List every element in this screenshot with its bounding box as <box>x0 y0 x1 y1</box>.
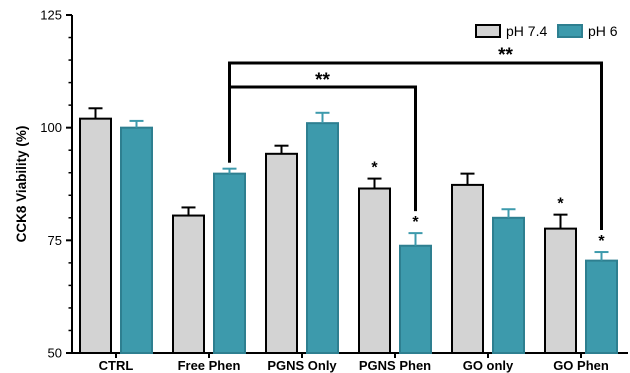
bar-ph74 <box>451 183 484 354</box>
bracket-significance-label: ** <box>498 45 513 66</box>
x-category-label: PGNS Only <box>267 358 337 373</box>
legend-swatch <box>475 24 501 38</box>
x-category-label: GO only <box>463 358 514 373</box>
axes: 50 75 100 125 CTRL Free Phen PGNS Only PGNS Phe… <box>40 8 628 373</box>
x-category-label: CTRL <box>99 358 134 373</box>
bar-ph74 <box>358 187 391 354</box>
bar-ph6 <box>399 244 432 354</box>
bar-ph6 <box>306 122 339 354</box>
bracket-significance-label: ** <box>315 70 330 91</box>
y-tick-label: 100 <box>40 120 62 135</box>
bars <box>79 117 618 355</box>
x-category-label: Free Phen <box>178 358 241 373</box>
bar-ph74 <box>172 214 205 354</box>
legend: pH 7.4 pH 6 <box>475 23 618 39</box>
x-category-label: PGNS Phen <box>359 358 431 373</box>
significance-star: * <box>598 233 605 250</box>
x-category-label: GO Phen <box>553 358 609 373</box>
y-tick-label: 50 <box>48 346 62 361</box>
bar-ph6 <box>492 216 525 354</box>
significance-stars: * * * * <box>371 160 605 250</box>
significance-star: * <box>412 214 419 231</box>
legend-label: pH 6 <box>588 23 618 39</box>
significance-brackets: **** <box>228 45 603 231</box>
bar-ph6 <box>213 172 246 354</box>
significance-star: * <box>557 196 564 213</box>
error-bars <box>88 107 609 261</box>
legend-label: pH 7.4 <box>506 23 547 39</box>
bar-ph74 <box>544 227 577 354</box>
bar-ph6 <box>585 259 618 355</box>
y-tick-label: 125 <box>40 8 62 23</box>
significance-star: * <box>371 160 378 177</box>
legend-swatch <box>557 24 583 38</box>
bar-ph74 <box>265 152 298 354</box>
bar-ph6 <box>120 126 153 354</box>
y-axis-title: CCK8 Viability (%) <box>14 126 29 243</box>
bar-ph74 <box>79 117 112 354</box>
y-tick-label: 75 <box>48 233 62 248</box>
